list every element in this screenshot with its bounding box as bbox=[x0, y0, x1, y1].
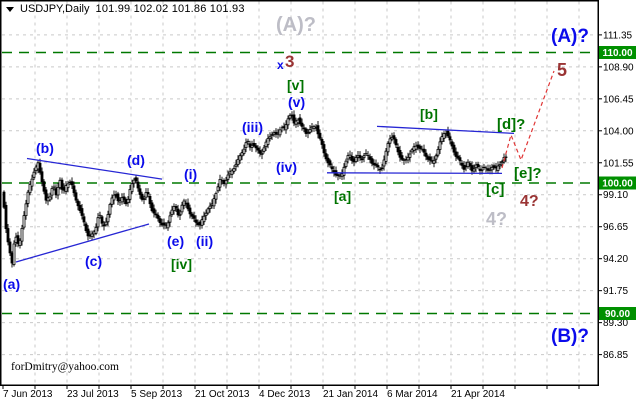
ohlc-values: 101.99 102.02 101.86 101.93 bbox=[95, 3, 245, 15]
forecast-zigzag[interactable] bbox=[501, 70, 555, 169]
price-label: 96.65 bbox=[603, 222, 628, 233]
candlestick-series bbox=[2, 110, 508, 268]
wave-label[interactable]: 3 bbox=[285, 52, 294, 71]
price-marker-label: 110.00 bbox=[602, 48, 632, 59]
price-marker-label: 100.00 bbox=[602, 179, 633, 190]
date-label: 7 Jun 2013 bbox=[3, 389, 53, 400]
price-label: 89.30 bbox=[603, 318, 628, 329]
date-label: 21 Apr 2014 bbox=[451, 389, 505, 400]
wave-label[interactable]: [v] bbox=[287, 77, 304, 93]
price-label: 106.45 bbox=[603, 94, 634, 105]
wave-label[interactable]: (b) bbox=[36, 140, 54, 156]
wave-label[interactable]: (i) bbox=[184, 166, 197, 182]
symbol-dropdown-icon[interactable] bbox=[6, 6, 14, 12]
wave-label[interactable]: (A)? bbox=[551, 26, 589, 47]
wave-label[interactable]: (ii) bbox=[196, 233, 213, 249]
price-marker-badge bbox=[599, 307, 636, 320]
date-label: 5 Sep 2013 bbox=[131, 389, 183, 400]
wave-label[interactable]: [d]? bbox=[497, 116, 525, 133]
wave-label[interactable]: (d) bbox=[127, 152, 145, 168]
projection-path[interactable] bbox=[501, 70, 555, 169]
wave-label[interactable]: (iii) bbox=[242, 119, 263, 135]
price-label: 86.85 bbox=[603, 350, 628, 361]
symbol-period-label: USDJPY,Daily bbox=[20, 3, 90, 15]
wave-label[interactable]: [iv] bbox=[171, 256, 192, 272]
watermark-text: forDmitry@yahoo.com bbox=[11, 361, 119, 373]
trendline[interactable] bbox=[26, 157, 163, 180]
price-marker-badge bbox=[599, 176, 636, 190]
trendline[interactable] bbox=[15, 223, 150, 263]
date-label: 6 Mar 2014 bbox=[387, 389, 438, 400]
wave-label[interactable]: [b] bbox=[420, 106, 438, 122]
wave-label[interactable]: 4? bbox=[486, 209, 507, 229]
price-marker-badge bbox=[599, 46, 636, 59]
wave-label[interactable]: (A)? bbox=[276, 14, 316, 36]
price-label: 111.35 bbox=[603, 30, 633, 41]
chart-frame bbox=[0, 0, 599, 386]
date-label: 21 Jan 2014 bbox=[323, 389, 378, 400]
wave-label[interactable]: 5 bbox=[557, 60, 567, 80]
chart-title-bar: USDJPY,Daily 101.99 102.02 101.86 101.93 bbox=[6, 3, 245, 15]
date-label: 21 Oct 2013 bbox=[195, 389, 250, 400]
wave-label[interactable]: (iv) bbox=[276, 159, 297, 175]
wave-label[interactable]: [a] bbox=[334, 188, 351, 204]
bullish-candle-bodies bbox=[12, 114, 508, 265]
date-label: 23 Jul 2013 bbox=[67, 389, 119, 400]
bearish-candle-bodies bbox=[2, 114, 498, 264]
price-marker-label: 90.00 bbox=[605, 309, 630, 320]
price-label: 101.55 bbox=[603, 158, 634, 169]
price-label: 99.10 bbox=[603, 190, 628, 201]
price-label: 104.00 bbox=[603, 126, 634, 137]
wave-label[interactable]: (e) bbox=[167, 233, 184, 249]
wave-label[interactable]: (c) bbox=[85, 253, 102, 269]
wave-label[interactable]: x bbox=[277, 58, 284, 72]
wave-label[interactable]: [e]? bbox=[514, 165, 542, 182]
axes: 111.35 108.90 106.45 104.00 101.55 99.10 96.65… bbox=[2, 30, 636, 400]
wave-label[interactable]: (a) bbox=[3, 276, 20, 292]
price-label: 108.90 bbox=[603, 62, 634, 73]
horizontal-level-lines[interactable] bbox=[2, 51, 597, 315]
wave-labels: (a) (b) (c) (d) (e) (i) (ii) (iii) (iv) (v) x [iv] [… bbox=[3, 14, 589, 347]
wave-label[interactable]: (B)? bbox=[551, 326, 589, 347]
price-label: 94.20 bbox=[603, 254, 628, 265]
trendline[interactable] bbox=[376, 125, 515, 135]
wave-label[interactable]: [c] bbox=[486, 181, 504, 198]
trendlines[interactable] bbox=[15, 125, 515, 263]
price-label: 91.75 bbox=[603, 286, 628, 297]
wave-label[interactable]: (v) bbox=[288, 94, 305, 110]
date-label: 4 Dec 2013 bbox=[259, 389, 311, 400]
gridlines bbox=[2, 1, 597, 384]
wave-label[interactable]: 4? bbox=[520, 193, 539, 210]
trendline[interactable] bbox=[326, 172, 503, 174]
